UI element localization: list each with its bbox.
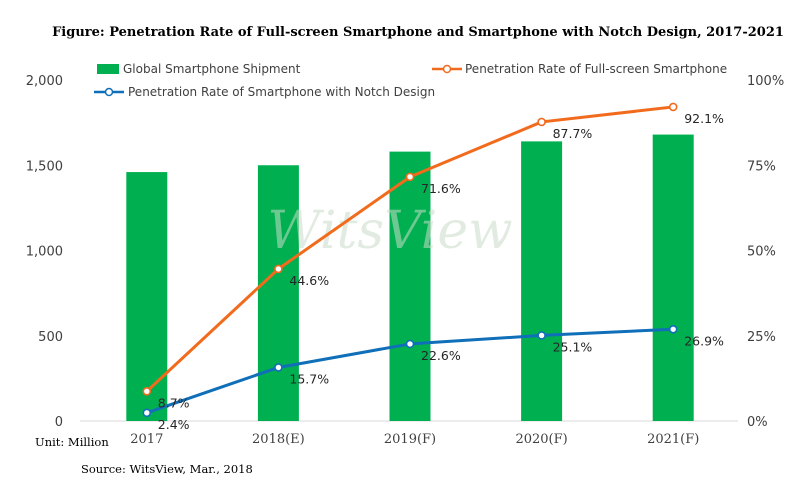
x-axis: 2017 2018(E) 2019(F) 2020(F) 2021(F) <box>130 432 699 447</box>
data-label: 44.6% <box>289 273 329 288</box>
bar <box>652 134 694 421</box>
chart-title: Figure: Penetration Rate of Full-screen … <box>52 25 784 40</box>
legend-label-shipment: Global Smartphone Shipment <box>123 62 301 76</box>
y-left-tick-label: 2,000 <box>26 74 63 89</box>
legend-label-notch: Penetration Rate of Smartphone with Notc… <box>128 85 435 99</box>
bar <box>126 172 168 421</box>
watermark: WitsView <box>267 201 512 261</box>
line-point <box>668 324 678 334</box>
line-point <box>274 264 283 274</box>
data-label: 2.4% <box>158 417 190 432</box>
x-tick-label: 2019(F) <box>384 432 436 447</box>
line-point <box>537 117 546 127</box>
source-note: Source: WitsView, Mar., 2018 <box>81 462 253 476</box>
y-right-tick-label: 75% <box>747 159 776 174</box>
y-left-tick-label: 500 <box>38 330 63 345</box>
data-label: 25.1% <box>553 339 593 354</box>
bar <box>257 165 299 421</box>
data-label: 22.6% <box>421 348 461 363</box>
x-tick-label: 2018(E) <box>252 432 305 447</box>
y-axis-left: 0 500 1,000 1,500 2,000 <box>26 74 63 430</box>
y-right-tick-label: 50% <box>747 245 776 260</box>
bar <box>521 141 563 421</box>
line-point <box>668 102 678 112</box>
bar <box>389 151 431 422</box>
legend-marker-fullscreen <box>442 64 452 74</box>
line-point <box>537 331 546 340</box>
line-point <box>142 387 152 396</box>
lines <box>142 102 678 418</box>
y-axis-right: 0% 25% 50% 75% 100% <box>747 74 784 430</box>
legend-marker-notch <box>104 87 114 97</box>
data-label: 87.7% <box>553 126 593 141</box>
line-point <box>142 408 152 418</box>
x-tick-label: 2020(F) <box>515 432 567 447</box>
unit-note: Unit: Million <box>35 435 109 449</box>
legend-label-fullscreen: Penetration Rate of Full-screen Smartpho… <box>465 62 727 76</box>
bars <box>126 134 694 422</box>
x-tick-label: 2017 <box>130 432 163 447</box>
line-point <box>274 363 283 372</box>
data-label: 15.7% <box>289 371 329 386</box>
legend-swatch-shipment <box>97 64 119 74</box>
y-right-tick-label: 100% <box>747 74 784 89</box>
y-left-tick-label: 0 <box>55 415 63 430</box>
data-label: 92.1% <box>684 111 724 126</box>
y-right-tick-label: 25% <box>747 330 776 345</box>
data-label: 71.6% <box>421 181 461 196</box>
data-labels: 8.7% 44.6% 71.6% 87.7% 92.1% 2.4% 15.7% 22.6% 25… <box>158 111 724 432</box>
line-point <box>405 339 415 349</box>
y-right-tick-label: 0% <box>747 415 768 430</box>
x-tick-label: 2021(F) <box>647 432 699 447</box>
line-point <box>405 172 415 182</box>
data-label: 26.9% <box>684 333 724 348</box>
data-label: 8.7% <box>158 395 190 410</box>
y-left-tick-label: 1,500 <box>26 159 63 174</box>
y-left-tick-label: 1,000 <box>26 245 63 260</box>
legend: Global Smartphone Shipment Penetration R… <box>94 62 727 99</box>
